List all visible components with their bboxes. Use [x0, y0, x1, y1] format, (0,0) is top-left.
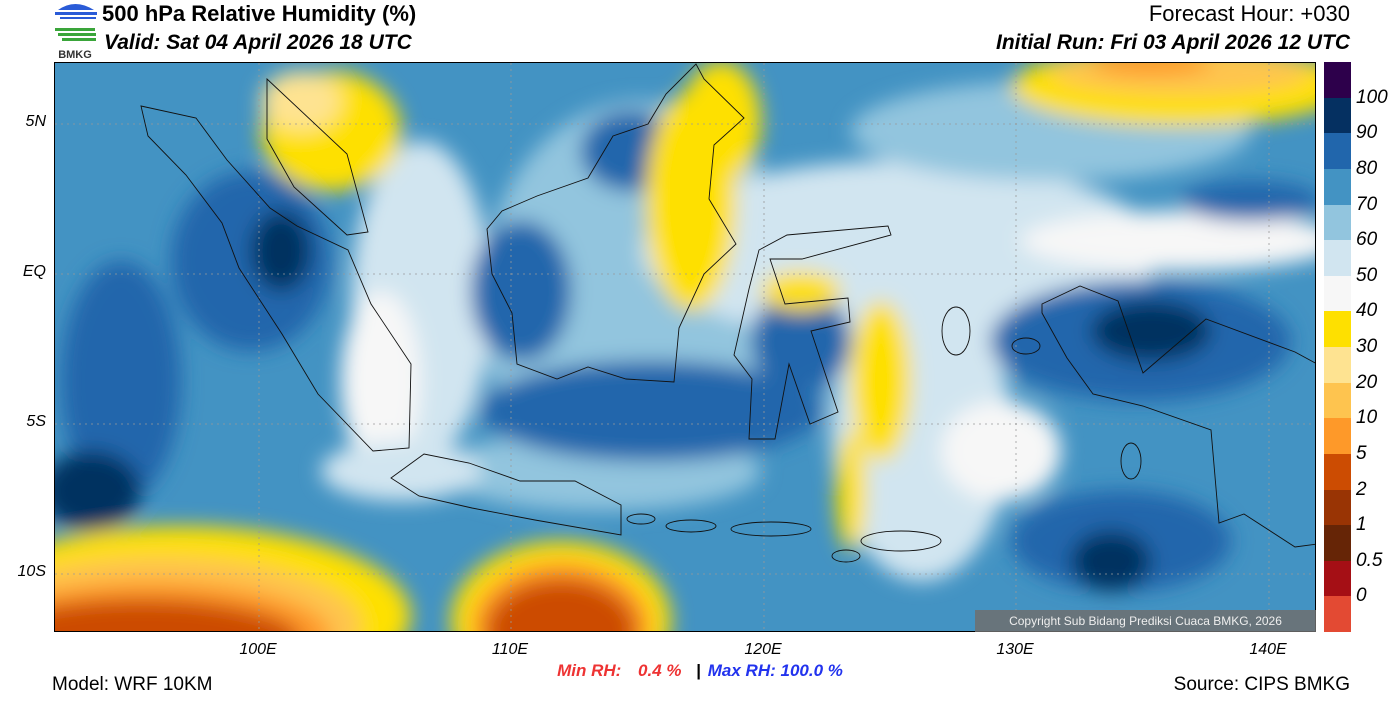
colorbar-swatch	[1324, 62, 1351, 98]
sulawesi-coast	[733, 225, 892, 440]
colorbar-swatch	[1324, 453, 1351, 490]
graticule	[55, 63, 1315, 631]
colorbar-label: 2	[1356, 478, 1367, 500]
colorbar-swatch	[1324, 489, 1351, 526]
lon-label-100e: 100E	[239, 641, 277, 658]
colorbar-label: 30	[1356, 336, 1378, 357]
lat-label-10s: 10S	[17, 563, 46, 580]
colorbar-swatch	[1324, 204, 1351, 241]
colorbar-swatch	[1324, 382, 1351, 419]
new-guinea-coast	[1041, 285, 1315, 548]
colorbar-label: 0.5	[1356, 549, 1383, 571]
colorbar-label: 0	[1356, 585, 1367, 607]
max-rh-label: Max RH:	[707, 661, 776, 680]
map-title: 500 hPa Relative Humidity (%)	[102, 1, 417, 26]
colorbar-label: 20	[1356, 371, 1378, 393]
sumatra-coast	[140, 105, 412, 452]
bmkg-logo: BMKG	[50, 0, 100, 61]
lon-label-110e: 110E	[491, 641, 529, 658]
colorbar-label: 100	[1356, 86, 1388, 108]
colorbar-label: 40	[1356, 300, 1378, 322]
lon-label-130e: 130E	[996, 641, 1034, 658]
colorbar-swatch	[1324, 133, 1351, 169]
rh-stats: Min RH: 0.4 % | Max RH: 100.0 %	[0, 661, 1400, 681]
lat-label-eq: EQ	[22, 263, 46, 280]
model-label: Model: WRF 10KM	[52, 674, 213, 695]
lat-label-5s: 5S	[26, 413, 46, 430]
copyright-notice: Copyright Sub Bidang Prediksi Cuaca BMKG…	[975, 610, 1316, 632]
lon-label-120e: 120E	[744, 641, 782, 658]
colorbar	[1324, 62, 1351, 632]
borneo-coast	[486, 63, 745, 383]
colorbar-swatch	[1324, 560, 1351, 597]
colorbar-label: 60	[1356, 229, 1378, 251]
colorbar-label: 5	[1356, 442, 1367, 464]
colorbar-swatch	[1324, 168, 1351, 205]
colorbar-swatch	[1324, 275, 1351, 312]
stats-separator: |	[696, 661, 702, 680]
colorbar-swatch	[1324, 347, 1351, 383]
max-rh-value: 100.0 %	[780, 661, 843, 680]
humidity-map	[54, 62, 1316, 632]
colorbar-label: 70	[1356, 193, 1378, 215]
forecast-hour: Forecast Hour: +030	[1148, 1, 1350, 26]
colorbar-label: 10	[1356, 407, 1378, 429]
min-rh-value: 0.4 %	[638, 661, 682, 680]
colorbar-swatch	[1324, 240, 1351, 276]
valid-time: Valid: Sat 04 April 2026 18 UTC	[104, 31, 412, 54]
logo-text: BMKG	[58, 49, 92, 60]
humidity-field	[55, 63, 1315, 631]
colorbar-swatch	[1324, 418, 1351, 454]
lon-label-140e: 140E	[1249, 641, 1287, 658]
colorbar-swatch	[1324, 525, 1351, 561]
initial-run: Initial Run: Fri 03 April 2026 12 UTC	[996, 31, 1350, 54]
colorbar-label: 80	[1356, 157, 1378, 179]
colorbar-swatch	[1324, 97, 1351, 134]
malay-peninsula-coast	[266, 77, 369, 236]
colorbar-label: 90	[1356, 122, 1378, 144]
lat-label-5n: 5N	[25, 113, 46, 130]
java-coast	[390, 453, 622, 536]
colorbar-label: 1	[1356, 514, 1367, 536]
colorbar-swatch	[1324, 311, 1351, 347]
min-rh-label: Min RH:	[557, 661, 622, 680]
colorbar-swatch	[1324, 596, 1351, 632]
coastlines	[140, 63, 1315, 563]
colorbar-label: 50	[1356, 264, 1378, 286]
source-label: Source: CIPS BMKG	[1173, 674, 1350, 695]
